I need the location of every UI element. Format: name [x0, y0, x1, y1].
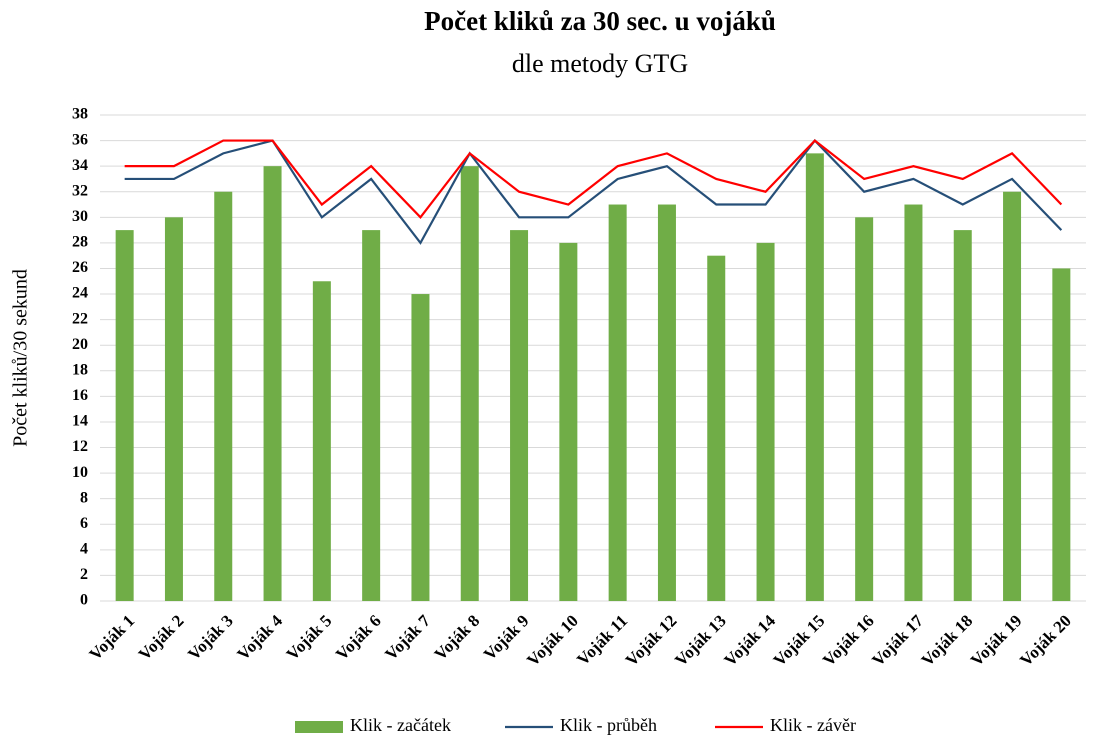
bar [805, 153, 824, 602]
bar [460, 166, 479, 601]
x-tick-label: Voják 16 [819, 611, 878, 670]
y-tick-label: 10 [72, 464, 88, 481]
x-tick-label: Voják 20 [1016, 611, 1075, 670]
chart-title: Počet kliků za 30 sec. u vojáků [424, 6, 776, 36]
y-tick-label: 34 [72, 157, 88, 174]
x-tick-label: Voják 3 [184, 611, 237, 664]
chart-subtitle: dle metody GTG [512, 49, 688, 78]
bar [164, 217, 183, 601]
legend-label: Klik - průběh [560, 715, 657, 735]
bar [362, 230, 381, 601]
bar [1003, 191, 1022, 601]
bar [1052, 268, 1071, 601]
y-tick-label: 32 [72, 182, 88, 199]
line [124, 138, 1063, 245]
x-tick-label: Voják 10 [523, 611, 582, 670]
x-tick-label: Voják 17 [868, 611, 927, 670]
bar [953, 230, 972, 601]
y-tick-label: 12 [72, 438, 88, 455]
bar [756, 242, 775, 602]
legend-swatch [295, 721, 343, 733]
y-axis-label: Počet kliků/30 sekund [10, 269, 32, 447]
y-tick-label: 6 [80, 515, 88, 532]
x-tick-label: Voják 19 [967, 611, 1026, 670]
x-tick-label: Voják 2 [135, 611, 188, 664]
bar [214, 191, 233, 601]
bar [904, 204, 923, 602]
y-tick-label: 18 [72, 361, 88, 378]
y-tick-label: 26 [72, 259, 88, 276]
y-tick-label: 28 [72, 234, 88, 251]
x-tick-label: Voják 1 [85, 611, 138, 664]
y-tick-label: 36 [72, 131, 88, 148]
y-tick-label: 16 [72, 387, 88, 404]
x-tick-label: Voják 6 [332, 611, 385, 664]
x-tick-label: Voják 14 [720, 611, 779, 670]
x-tick-label: Voják 18 [918, 611, 977, 670]
y-tick-label: 22 [72, 310, 88, 327]
x-tick-label: Voják 8 [431, 611, 484, 664]
y-tick-label: 0 [80, 592, 88, 609]
y-tick-label: 30 [72, 208, 88, 225]
legend-label: Klik - začátek [350, 715, 451, 735]
y-tick-label: 38 [72, 106, 88, 123]
y-tick-label: 8 [80, 489, 88, 506]
y-tick-label: 2 [80, 566, 88, 583]
bar [855, 217, 874, 601]
x-tick-label: Voják 12 [622, 611, 681, 670]
bar [608, 204, 627, 602]
bar [559, 242, 578, 602]
x-tick-label: Voják 11 [573, 611, 631, 669]
y-tick-label: 20 [72, 336, 88, 353]
bar [312, 281, 331, 601]
bar [510, 230, 529, 601]
y-tick-label: 14 [72, 413, 88, 430]
bar [657, 204, 676, 602]
x-tick-label: Voják 15 [770, 611, 829, 670]
y-tick-label: 4 [80, 541, 88, 558]
x-tick-label: Voják 4 [233, 611, 286, 664]
x-tick-label: Voják 7 [381, 611, 434, 664]
bar [411, 294, 430, 601]
y-tick-label: 24 [72, 285, 88, 302]
bar [707, 255, 726, 601]
x-tick-label: Voják 13 [671, 611, 730, 670]
line [124, 139, 1063, 219]
x-tick-label: Voják 5 [283, 611, 336, 664]
bar [263, 166, 282, 601]
legend-label: Klik - závěr [770, 715, 856, 735]
bar [115, 230, 134, 601]
